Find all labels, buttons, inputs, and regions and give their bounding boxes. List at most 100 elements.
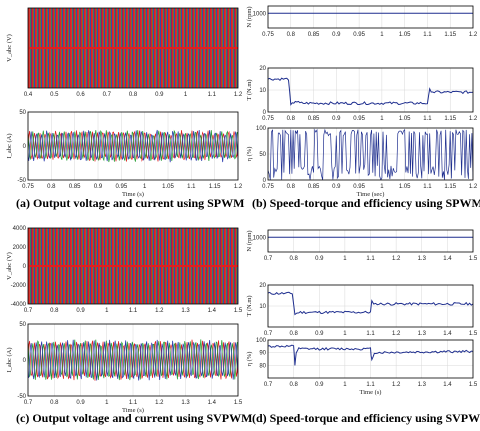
x-tick-label: 0.85 [69,184,81,190]
y-tick-label: 100 [256,338,267,344]
x-tick-label: 1.4 [443,256,452,262]
x-tick-label: 0.8 [50,400,59,406]
y-tick-label: -50 [17,394,26,400]
axes-frame [27,227,239,305]
x-tick-label: 0.9 [332,116,341,122]
x-tick-label: 1.3 [181,400,190,406]
x-tick-label: 0.75 [262,184,274,190]
axes-frame [27,111,239,181]
axes-frame [267,229,474,253]
x-axis-label: Time (sec) [357,191,385,198]
y-axis-label: T (N.m) [246,295,253,316]
x-tick-label: 0.8 [289,256,298,262]
x-tick-label: 0.7 [24,400,33,406]
x-tick-label: 0.9 [315,256,324,262]
caption-c: (c) Output voltage and current using SVP… [16,411,252,425]
x-tick-label: 1.1 [423,116,432,122]
y-tick-label: 4000 [13,226,27,232]
y-tick-label: 50 [19,322,26,328]
y-tick-label: 20 [259,283,266,289]
y-axis-label: N (rpm) [246,6,253,27]
plot-area [28,8,238,88]
x-tick-label: 0.8 [287,184,296,190]
x-tick-label: 0.7 [264,382,273,388]
x-tick-label: 1.1 [187,184,196,190]
x-tick-label: 1.2 [469,116,478,122]
caption-b: (b) Speed-torque and efficiency using SP… [252,196,480,210]
x-tick-label: 0.95 [353,184,365,190]
x-tick-label: 1.2 [392,331,401,337]
x-tick-label: 1.15 [444,184,456,190]
x-tick-label: 0.75 [262,32,274,38]
x-tick-label: 0.5 [50,92,59,98]
plot-area [268,344,473,366]
y-tick-label: 90 [259,351,266,357]
y-axis-label: η (%) [246,147,253,162]
x-tick-label: 0.8 [287,32,296,38]
x-tick-label: 1.15 [444,116,456,122]
x-tick-label: 1.2 [392,382,401,388]
y-tick-label: -4000 [11,302,27,308]
series-line [268,291,473,316]
chart-d2: 0.7 0.8 0.9 1 1.1 1.2 1.3 1.4 1.5 20 10 T (N.m) [246,283,478,337]
x-tick-label: 1 [105,400,109,406]
y-tick-label: 80 [259,363,266,369]
x-tick-label: 1 [343,331,347,337]
x-tick-label: 0.8 [289,331,298,337]
axes-frame [267,284,474,328]
chart-c1: 0.7 0.8 0.9 1 1.1 1.2 1.3 1.4 1.5 4000 2000 0 -2000 -… [6,226,243,314]
x-tick-label: 0.85 [308,184,320,190]
y-axis-label: V_abc (V) [6,34,13,62]
x-tick-label: 1.2 [234,184,243,190]
y-tick-label: 0 [263,178,267,184]
series-line-phase [28,129,238,163]
x-tick-label: 0.4 [24,92,33,98]
x-tick-label: 1.5 [469,256,478,262]
x-tick-label: 1.1 [423,184,432,190]
x-tick-label: 1.2 [392,256,401,262]
x-tick-label: 0.9 [155,92,164,98]
x-tick-label: 0.95 [353,116,365,122]
x-tick-label: 0.9 [76,400,85,406]
x-tick-label: 0.8 [129,92,138,98]
axes-frame [267,339,474,379]
plot-area [28,339,238,381]
series-line [268,344,473,366]
x-tick-label: 1 [143,184,147,190]
x-tick-label: 0.8 [289,382,298,388]
x-tick-label: 1.2 [155,400,164,406]
x-tick-label: 1.3 [418,382,427,388]
series-line [268,77,473,106]
x-tick-label: 0.9 [315,382,324,388]
x-tick-label: 0.7 [103,92,112,98]
x-tick-label: 1 [380,32,384,38]
y-tick-label: 10 [259,304,266,310]
plot-area [28,228,238,304]
x-tick-label: 1.1 [366,382,375,388]
series-line-phase [28,129,238,163]
y-tick-label: 2000 [13,245,27,251]
x-tick-label: 1 [343,256,347,262]
x-tick-label: 1.3 [418,331,427,337]
series-line-phase [28,339,238,381]
x-tick-label: 1 [105,308,109,314]
axes-frame [267,127,474,181]
y-tick-label: 1000 [253,11,267,17]
x-axis-label: Time (s) [122,191,144,198]
x-tick-label: 1.4 [443,382,452,388]
plot-area [268,291,473,316]
y-tick-label: 0 [23,358,27,364]
x-tick-label: 1.1 [129,400,138,406]
x-tick-label: 1.2 [155,308,164,314]
x-tick-label: 1.1 [366,331,375,337]
plot-area [268,128,473,180]
x-tick-label: 1.5 [234,308,243,314]
x-tick-label: 1.05 [399,184,411,190]
x-tick-label: 1.2 [469,32,478,38]
x-tick-label: 0.95 [353,32,365,38]
x-tick-label: 1.05 [399,116,411,122]
x-tick-label: 1.2 [234,92,243,98]
x-tick-label: 1.4 [208,400,217,406]
